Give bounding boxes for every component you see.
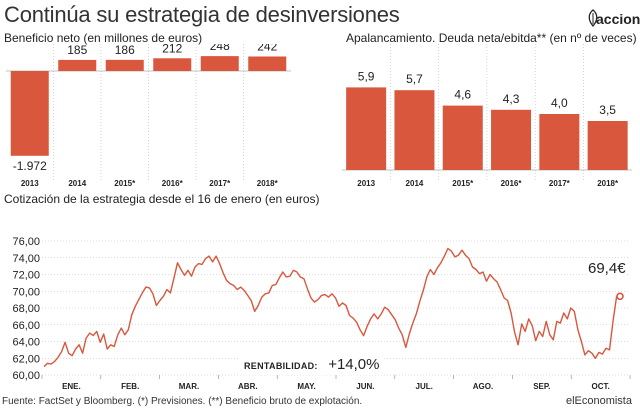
price-line <box>43 247 621 368</box>
y-tick-label: 60,00 <box>12 370 40 382</box>
y-tick-label: 64,00 <box>12 337 40 349</box>
value-label: 248 <box>210 44 230 53</box>
value-label: 3,5 <box>599 103 616 117</box>
rentabilidad-label: RENTABILIDAD: <box>244 361 318 371</box>
bar <box>442 105 483 170</box>
bar <box>248 56 287 71</box>
panel3-subtitle: Cotización de la estrategia desde el 16 … <box>4 192 320 206</box>
category-label: 2015* <box>452 179 474 188</box>
source-note: Fuente: FactSet y Bloomberg. (*) Previsi… <box>2 396 363 407</box>
month-label: JUL. <box>416 382 433 391</box>
category-label: 2018* <box>257 179 279 188</box>
month-label: JUN. <box>356 382 374 391</box>
bar <box>153 58 192 71</box>
category-label: 2014 <box>68 179 86 188</box>
last-price-point <box>616 292 624 301</box>
month-label: MAY. <box>297 382 315 391</box>
bar <box>491 109 532 170</box>
bar <box>105 59 144 71</box>
panel2-subtitle: Apalancamiento. Deuda neta/ebitda** (en … <box>346 31 637 45</box>
page-title: Continúa su estrategia de desinversiones <box>4 2 400 27</box>
y-tick-label: 66,00 <box>12 320 40 332</box>
bar <box>346 87 387 170</box>
y-tick-label: 62,00 <box>12 353 40 365</box>
value-label: 4,6 <box>454 88 471 102</box>
value-label: 212 <box>162 44 182 55</box>
last-price-label: 69,4€ <box>588 260 626 277</box>
brand-label: elEconomista <box>565 395 632 407</box>
stock-price-chart: 60,00 62,00 64,00 66,00 68,00 70,00 72,00 74,00… <box>12 236 631 391</box>
value-label: 242 <box>257 44 277 53</box>
value-label: 185 <box>67 44 87 57</box>
bar <box>394 90 435 170</box>
value-label: 4,3 <box>503 92 520 106</box>
bar <box>200 56 239 71</box>
y-tick-label: 68,00 <box>12 303 40 315</box>
y-tick-label: 74,00 <box>12 253 40 265</box>
leaf-icon <box>588 9 598 27</box>
panel1-subtitle: Beneficio neto (en millones de euros) <box>4 31 203 45</box>
leverage-chart: 5,9 2013 5,7 2014 4,6 2015* 4,3 2016* 4,0 2017* 3,… <box>342 44 632 188</box>
month-label: FEB. <box>121 382 139 391</box>
value-label: 4,0 <box>551 96 568 110</box>
bar <box>539 114 580 170</box>
bar <box>587 121 628 170</box>
category-label: 2017* <box>209 179 231 188</box>
category-label: 2015* <box>114 179 136 188</box>
category-label: 2014 <box>406 179 424 188</box>
value-label: 5,9 <box>358 69 375 83</box>
category-label: 2013 <box>21 179 39 188</box>
net-profit-chart: -1.972 2013 185 2014 186 2015* 212 2016* 248 2017… <box>6 44 291 188</box>
acciona-logo: acciona <box>586 6 640 32</box>
month-label: OCT. <box>591 382 609 391</box>
category-label: 2017* <box>549 179 571 188</box>
y-tick-label: 76,00 <box>12 236 40 248</box>
value-label: 5,7 <box>406 72 423 86</box>
rentabilidad-box: RENTABILIDAD: +14,0% <box>240 355 384 375</box>
category-label: 2018* <box>597 179 619 188</box>
month-label: ABR. <box>238 382 258 391</box>
month-label: SEP. <box>533 382 550 391</box>
y-tick-label: 70,00 <box>12 286 40 298</box>
bar <box>58 59 97 71</box>
value-label: -1.972 <box>13 159 47 173</box>
logo-text: acciona <box>596 11 640 27</box>
value-label: 186 <box>115 44 135 57</box>
category-label: 2016* <box>501 179 523 188</box>
category-label: 2016* <box>162 179 184 188</box>
month-label: ENE. <box>62 382 81 391</box>
y-tick-label: 72,00 <box>12 270 40 282</box>
rentabilidad-value: +14,0% <box>328 356 380 373</box>
category-label: 2013 <box>357 179 375 188</box>
month-label: AGO. <box>473 382 493 391</box>
month-label: MAR. <box>179 382 199 391</box>
bar <box>10 71 49 156</box>
